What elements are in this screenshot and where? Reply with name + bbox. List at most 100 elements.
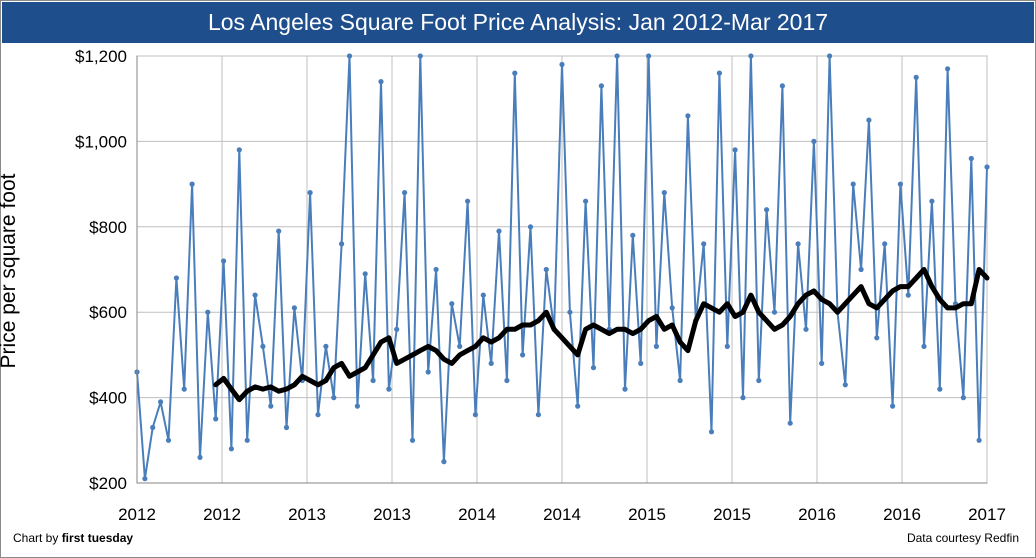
weekly-price-point [402,190,408,196]
weekly-price-point [968,155,974,162]
weekly-price-point [559,61,565,68]
weekly-price-point [213,416,219,422]
weekly-price-point [976,437,982,443]
weekly-price-point [921,343,927,349]
weekly-price-point [197,454,203,460]
weekly-price-point [527,224,534,230]
weekly-price-point [732,147,738,153]
weekly-price-point [165,437,172,443]
weekly-price-point [205,309,211,315]
weekly-price-point [339,241,345,247]
weekly-price-point [575,403,581,409]
weekly-price-point [858,266,864,273]
weekly-price-point [779,83,786,89]
weekly-price-point [331,395,337,401]
weekly-price-point [913,74,919,80]
weekly-price-point [142,476,148,482]
weekly-price-point [795,241,801,247]
x-tick-label: 2016 [883,505,921,524]
weekly-price-point [850,181,856,187]
y-tick-label: $200 [89,474,127,493]
weekly-price-point [276,228,282,234]
x-tick-label: 2013 [288,505,326,524]
x-tick-label: 2014 [458,505,496,524]
weekly-price-point [457,343,463,349]
weekly-price-point [346,53,353,59]
weekly-price-point [535,412,542,418]
weekly-price-point [441,459,447,465]
weekly-price-point [260,343,266,349]
weekly-price-point [567,309,573,315]
weekly-price-point [512,70,518,76]
weekly-price-point [228,446,234,452]
weekly-price-point [158,399,164,405]
weekly-price-point [425,369,431,375]
weekly-price-point [315,412,321,418]
weekly-price-point [472,412,478,418]
weekly-price-point [150,424,156,431]
weekly-price-point [630,232,636,238]
weekly-price-point [677,377,683,384]
y-tick-label: $1,200 [75,47,127,66]
weekly-price-point [520,352,526,358]
x-tick-label: 2014 [543,505,581,524]
weekly-price-point [583,198,589,204]
weekly-price-point [433,266,439,273]
y-tick-label: $600 [89,303,127,322]
weekly-price-point [748,53,754,59]
weekly-price-point [937,386,943,392]
weekly-price-point [268,403,274,409]
chart-credit-prefix: Chart by [13,531,62,545]
weekly-price-point [252,292,258,298]
weekly-price-point [771,309,778,315]
weekly-price-point [874,335,880,341]
weekly-price-point [590,365,597,371]
weekly-price-point [614,53,620,59]
y-tick-label: $800 [89,218,127,237]
weekly-price-point [291,305,297,311]
trend-line [213,267,990,403]
weekly-price-point [685,113,691,119]
y-tick-label: $1,000 [75,132,127,151]
weekly-price-point [362,271,368,277]
x-tick-label: 2015 [713,505,751,524]
weekly-price-point [740,395,746,401]
weekly-price-point [929,198,935,204]
weekly-price-point [221,258,227,264]
x-tick-label: 2013 [373,505,411,524]
chart-credit-name: first tuesday [61,531,134,545]
weekly-price-point [787,420,793,426]
weekly-price-point [945,66,951,72]
weekly-price-point [897,181,904,187]
weekly-price-point [323,343,329,349]
weekly-price-point [638,360,644,366]
weekly-price-point [370,377,376,384]
weekly-price-point [244,437,250,443]
weekly-price-point [173,275,179,281]
weekly-price-point [417,53,423,59]
weekly-price-point [465,198,471,204]
weekly-price-point [283,424,290,431]
weekly-price-point [378,79,384,85]
data-credit: Data courtesy Redfin [906,531,1019,545]
x-tick-label: 2016 [798,505,836,524]
x-tick-label: 2012 [118,505,156,524]
x-tick-label: 2012 [203,505,241,524]
weekly-price-point [386,386,392,392]
weekly-price-point [354,403,360,409]
weekly-price-point [394,326,400,332]
weekly-price-point [701,241,707,247]
weekly-price-point [866,117,872,123]
chart-credit: Chart by first tuesday [13,531,133,545]
weekly-price-point [827,53,833,59]
weekly-price-point [724,343,730,349]
x-tick-label: 2017 [968,505,1006,524]
y-tick-label: $400 [89,389,127,408]
weekly-price-point [756,377,762,384]
weekly-price-point [496,228,502,234]
weekly-price-point [543,266,549,273]
weekly-price-point [480,292,486,298]
chart-title: Los Angeles Square Foot Price Analysis: … [2,2,1034,43]
